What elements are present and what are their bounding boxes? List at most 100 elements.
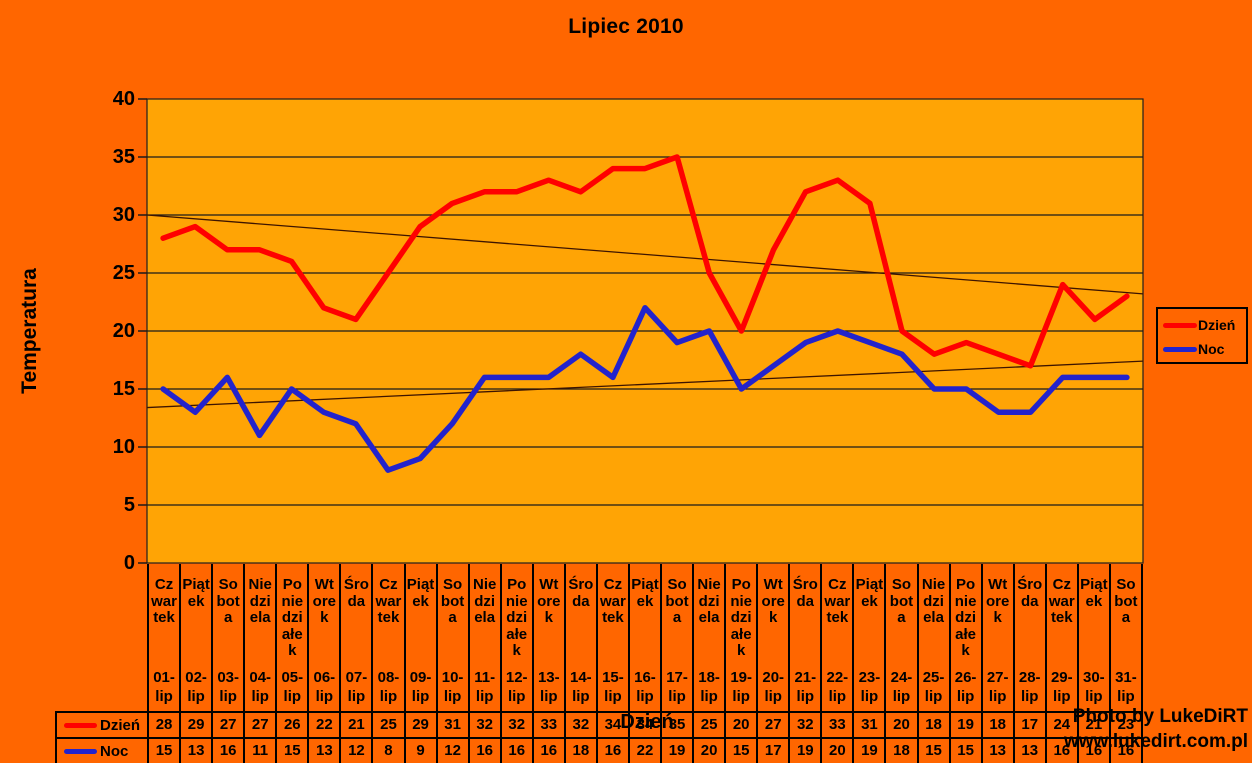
category-column: Sobota 31-lip [1108,564,1143,711]
category-date: 06-lip [313,669,336,705]
table-cell: 21 [1076,713,1109,737]
y-tick-label-30: 30 [112,204,135,226]
category-column: Piątek 23-lip [852,564,884,711]
y-tick-label-10: 10 [112,436,135,458]
table-row-day: Dzień 28 29 27 27 26 22 21 25 29 31 32 32 33 32 34 34 35 2… [55,713,1143,739]
table-cell: 21 [339,713,371,737]
category-date: 27-lip [986,669,1009,705]
table-cell: 16 [211,739,243,763]
y-tick-label-40: 40 [112,88,135,110]
table-cell: 15 [275,739,307,763]
category-day-name: Środa [792,576,818,610]
series-marker-day [64,722,97,728]
category-date: 22-lip [826,669,849,705]
category-column: Piątek 09-lip [403,564,436,711]
x-axis-category-labels: Czwartek 01-lip Piątek 02-lip Sobota 03-lip Ni… [147,564,1143,711]
trendline-night [146,360,1144,409]
category-column: Poniedziałek 26-lip [948,564,981,711]
category-column: Wtorek 27-lip [980,564,1013,711]
category-column: Sobota 17-lip [660,564,692,711]
category-column: Czwartek 15-lip [595,564,628,711]
table-cell: 13 [980,739,1013,763]
category-day-name: Sobota [216,576,240,626]
category-day-name: Czwartek [151,576,177,626]
table-cell: 34 [595,713,628,737]
table-cell: 19 [788,739,820,763]
category-date: 13-lip [537,669,560,705]
table-cell: 32 [788,713,820,737]
y-tick-label-15: 15 [112,378,135,400]
table-cell: 27 [756,713,788,737]
table-cell: 16 [1076,739,1109,763]
table-cell: 20 [692,739,724,763]
category-column: Czwartek 01-lip [147,564,179,711]
table-cell: 23 [1108,713,1143,737]
category-day-name: Piątek [406,576,435,610]
category-day-name: Niedziela [921,576,946,626]
table-cell: 18 [884,739,916,763]
table-cell: 33 [820,713,852,737]
table-cell: 22 [627,739,660,763]
table-cell: 9 [403,739,436,763]
y-tick-label-35: 35 [112,146,135,168]
category-day-name: Sobota [665,576,689,626]
y-tick-label-5: 5 [123,494,135,516]
category-day-name: Środa [568,576,594,610]
category-column: Środa 21-lip [788,564,820,711]
category-day-name: Niedziela [248,576,272,626]
series-marker-night [64,748,97,754]
table-cell: 26 [275,713,307,737]
table-cell: 27 [243,713,275,737]
table-cell: 35 [660,713,692,737]
legend: Dzień Noc [1156,307,1248,364]
category-column: Niedziela 18-lip [692,564,724,711]
category-day-name: Sobota [1114,576,1138,626]
category-column: Wtorek 20-lip [756,564,788,711]
category-date: 21-lip [794,669,817,705]
category-date: 18-lip [698,669,720,705]
category-day-name: Sobota [440,576,465,626]
trendline-day [146,214,1144,295]
table-cell: 17 [756,739,788,763]
category-date: 23-lip [858,669,881,705]
category-day-name: Piątek [1080,576,1108,610]
category-day-name: Piątek [631,576,659,610]
table-cell: 18 [563,739,596,763]
category-date: 12-lip [505,669,528,705]
table-cell: 17 [1012,713,1045,737]
category-date: 09-lip [409,669,432,705]
table-cell: 13 [1012,739,1045,763]
table-cell: 20 [884,713,916,737]
category-date: 04-lip [249,669,272,705]
category-day-name: Wtorek [537,576,561,626]
category-column: Niedziela 04-lip [243,564,275,711]
category-date: 07-lip [345,669,368,705]
category-day-name: Poniedziałek [281,576,304,659]
category-date: 01-lip [153,669,175,705]
series-line-night [160,305,1130,473]
category-column: Poniedziałek 19-lip [724,564,756,711]
table-cell: 8 [371,739,403,763]
category-column: Czwartek 22-lip [820,564,852,711]
table-cell: 13 [307,739,339,763]
category-column: Niedziela 11-lip [467,564,500,711]
table-cell: 25 [371,713,403,737]
category-column: Piątek 16-lip [627,564,660,711]
watermark: Photo by LukeDiRT www.lukedirt.com.pl [1064,704,1248,754]
table-cell: 25 [692,713,724,737]
legend-label-day: Dzień [1198,317,1236,333]
category-column: Sobota 24-lip [884,564,916,711]
table-cell: 16 [499,739,532,763]
category-day-name: Sobota [889,576,914,626]
table-cell: 20 [820,739,852,763]
table-cell: 16 [467,739,500,763]
y-tick-label-0: 0 [123,552,135,574]
table-cell: 12 [435,739,468,763]
legend-item-night: Noc [1158,337,1246,361]
series-line-day [160,154,1130,369]
category-date: 29-lip [1050,669,1073,705]
table-cell: 12 [339,739,371,763]
legend-label-night: Noc [1198,341,1225,357]
